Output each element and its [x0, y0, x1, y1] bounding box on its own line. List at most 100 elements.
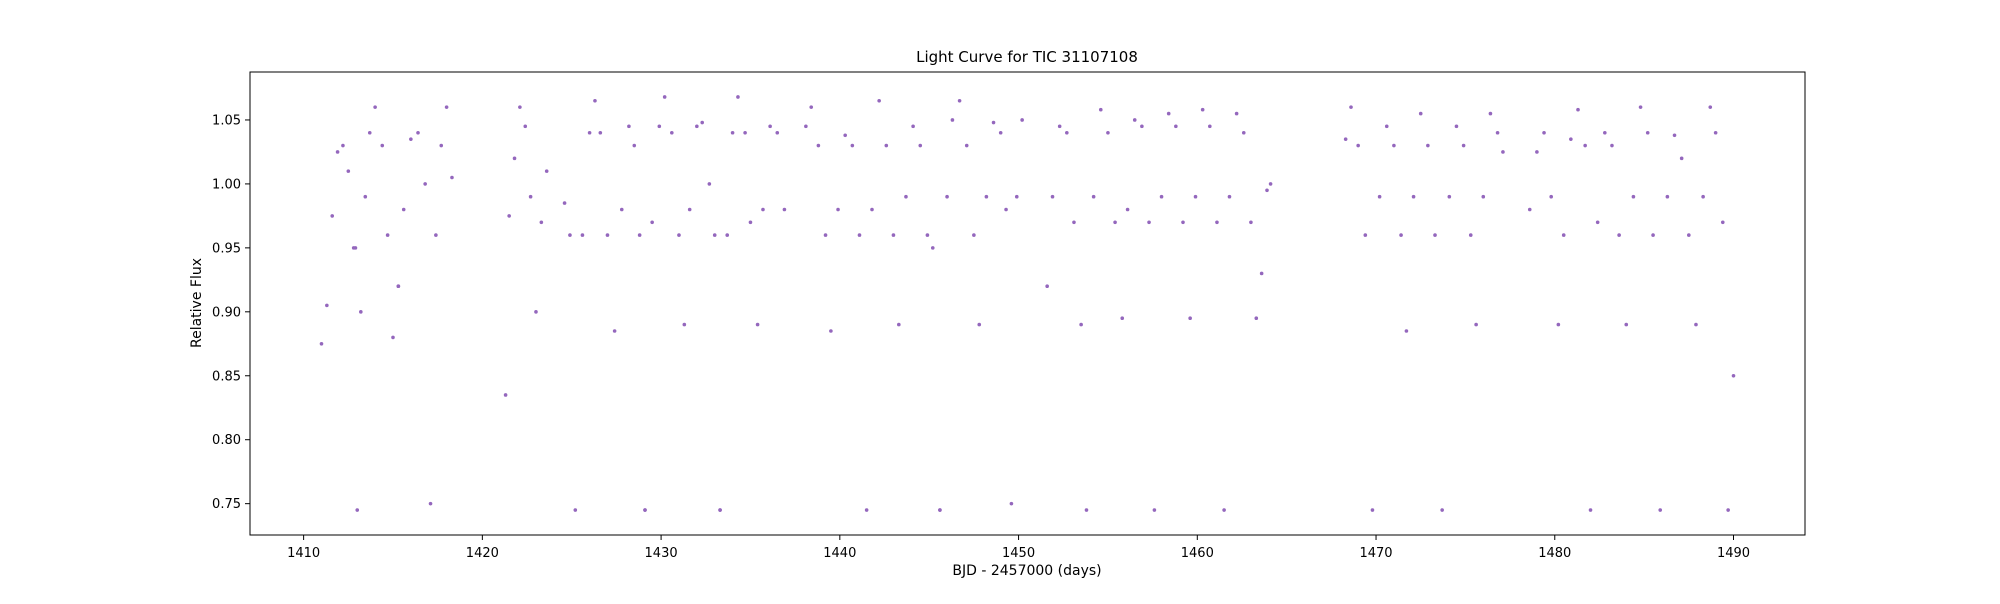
data-point — [319, 341, 324, 346]
data-point — [1208, 124, 1212, 129]
data-point — [391, 335, 395, 340]
data-point — [401, 207, 406, 212]
data-point — [346, 169, 351, 173]
data-point — [1356, 143, 1360, 148]
data-point — [925, 233, 930, 237]
data-point — [1535, 150, 1539, 154]
data-point — [1501, 150, 1505, 154]
data-point — [416, 130, 420, 135]
data-point — [1708, 105, 1713, 109]
data-point — [1113, 220, 1117, 225]
data-point — [1349, 105, 1353, 109]
data-point — [687, 207, 692, 212]
data-point — [507, 214, 511, 218]
data-point — [1672, 133, 1677, 138]
data-point — [1020, 118, 1024, 122]
data-point — [450, 175, 454, 180]
data-point — [1542, 130, 1546, 135]
data-point — [627, 124, 631, 129]
x-tick-label: 1460 — [1181, 546, 1214, 561]
data-point — [434, 233, 438, 237]
x-tick-label: 1470 — [1359, 546, 1392, 561]
data-point — [1569, 137, 1573, 141]
data-point — [580, 233, 585, 237]
data-point — [1377, 194, 1382, 199]
data-point — [1140, 124, 1144, 129]
data-point — [736, 95, 740, 99]
data-point — [568, 233, 572, 237]
data-point — [662, 95, 667, 99]
data-point — [730, 130, 735, 135]
data-point — [503, 393, 508, 397]
data-point — [891, 233, 896, 237]
data-point — [1447, 194, 1452, 199]
data-point — [1731, 373, 1736, 378]
data-point — [1461, 143, 1466, 148]
data-point — [1132, 118, 1137, 122]
data-point — [650, 220, 654, 225]
data-point — [593, 98, 597, 103]
data-point — [930, 246, 935, 250]
data-point — [612, 329, 617, 333]
data-point — [1370, 508, 1375, 512]
data-point — [1091, 194, 1096, 199]
data-point — [1050, 194, 1055, 199]
data-point — [1595, 220, 1600, 225]
data-point — [1665, 194, 1670, 199]
data-point — [335, 150, 340, 154]
data-point — [897, 322, 901, 327]
data-point — [1588, 508, 1593, 512]
data-point — [1392, 143, 1396, 148]
data-point — [1468, 233, 1473, 237]
data-point — [518, 105, 522, 109]
data-point — [1726, 508, 1730, 512]
data-point — [534, 310, 538, 314]
data-point — [380, 143, 385, 148]
data-point — [1106, 130, 1110, 135]
data-point — [643, 508, 647, 512]
data-point — [904, 194, 908, 199]
data-point — [1720, 220, 1725, 225]
data-point — [1166, 111, 1171, 116]
data-point — [1045, 284, 1049, 289]
data-point — [957, 98, 962, 103]
data-point — [1556, 322, 1561, 327]
data-point — [864, 508, 869, 512]
y-tick-label: 0.85 — [212, 369, 241, 384]
data-point — [1694, 322, 1698, 327]
chart-title: Light Curve for TIC 31107108 — [916, 48, 1138, 66]
data-point — [605, 233, 610, 237]
data-point — [700, 120, 705, 125]
data-point — [829, 329, 833, 333]
data-point — [918, 143, 923, 148]
data-point — [1072, 220, 1076, 225]
data-point — [945, 194, 949, 199]
data-point — [1084, 508, 1089, 512]
data-point — [1549, 194, 1553, 199]
data-point — [598, 130, 603, 135]
data-point — [528, 194, 533, 199]
data-point — [768, 124, 772, 129]
data-point — [938, 508, 942, 512]
data-point — [1249, 220, 1253, 225]
data-point — [1687, 233, 1691, 237]
data-point — [428, 501, 433, 506]
data-point — [409, 137, 413, 141]
data-point — [1631, 194, 1636, 199]
data-point — [1440, 508, 1444, 512]
x-axis-ticks: 1410 1420 1430 1440 1450 1460 1470 1480 1490 — [287, 535, 1750, 561]
data-point — [1411, 194, 1416, 199]
data-point — [682, 322, 687, 327]
data-point — [512, 156, 517, 161]
data-point — [1004, 207, 1008, 212]
data-points-layer — [319, 95, 1736, 512]
data-point — [761, 207, 765, 212]
data-point — [444, 105, 449, 109]
data-point — [1363, 233, 1368, 237]
y-tick-label: 0.80 — [212, 433, 241, 448]
data-point — [1098, 107, 1103, 112]
x-tick-label: 1410 — [287, 546, 320, 561]
data-point — [1188, 316, 1192, 321]
data-point — [1583, 143, 1587, 148]
data-point — [657, 124, 662, 129]
